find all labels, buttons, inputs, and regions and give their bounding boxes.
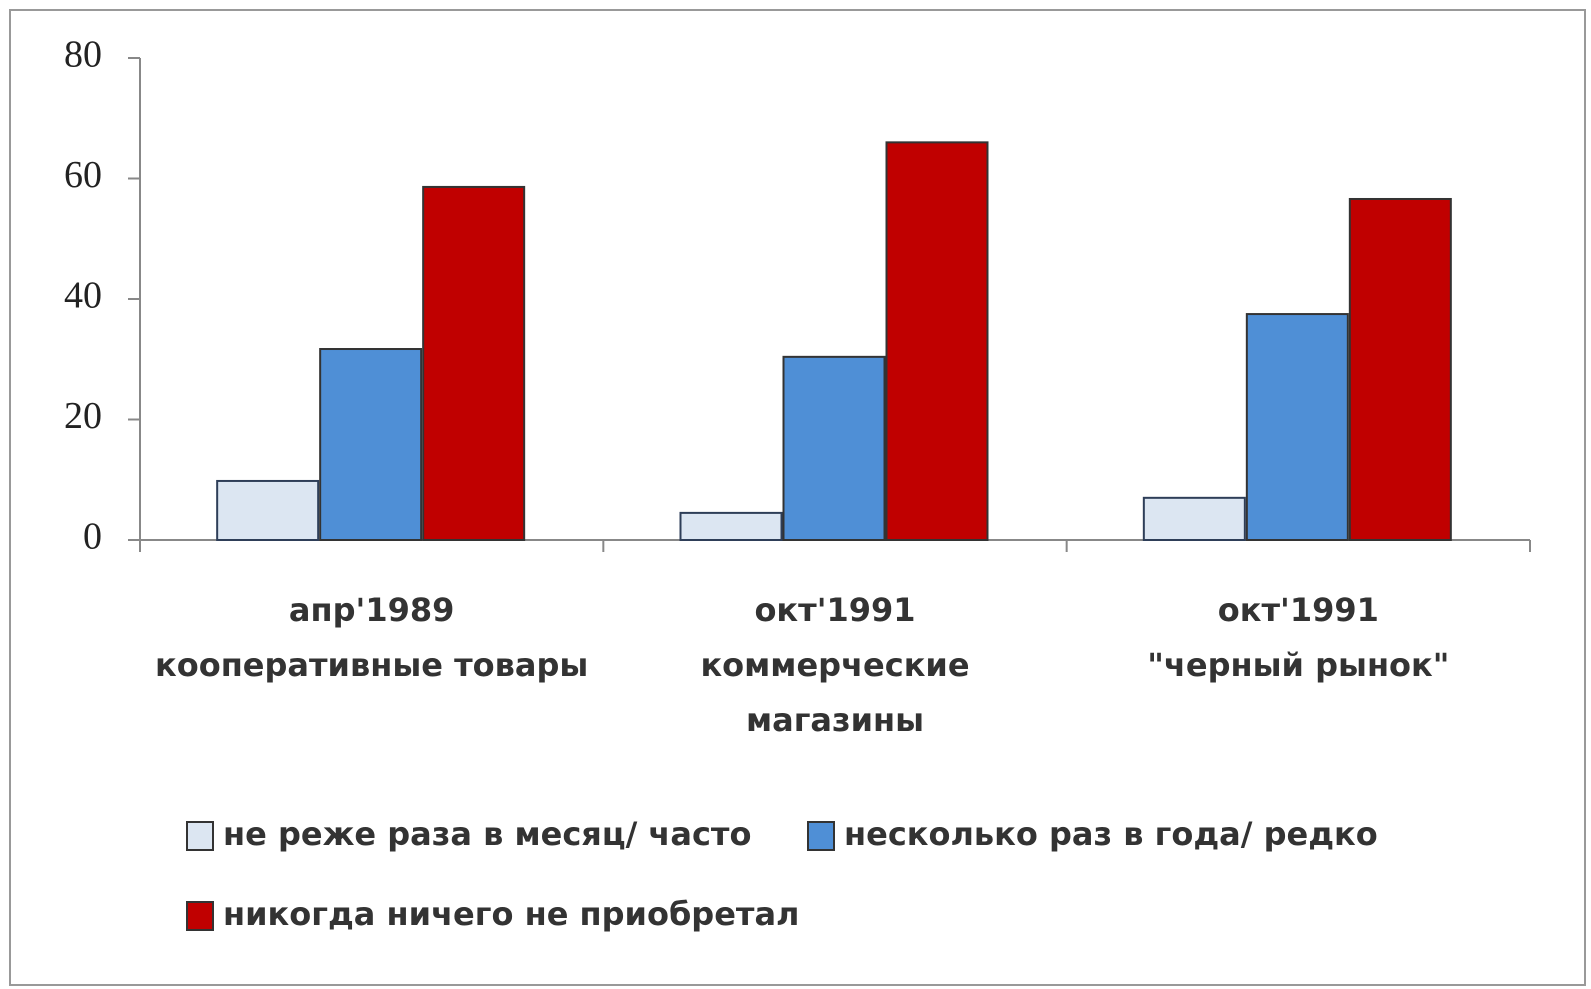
y-tick-label: 20 xyxy=(64,395,102,437)
bar xyxy=(422,185,526,541)
bar xyxy=(679,511,783,542)
legend-label: никогда ничего не приобретал xyxy=(223,895,799,933)
bar xyxy=(216,479,320,541)
y-tick-label: 0 xyxy=(83,516,102,558)
bar xyxy=(782,355,886,541)
bar xyxy=(1142,496,1246,542)
legend-swatch xyxy=(807,821,835,851)
y-tick-label: 60 xyxy=(64,154,102,196)
y-tick-label: 80 xyxy=(64,34,102,76)
bar xyxy=(1348,197,1452,542)
x-tick-label: окт'1991 xyxy=(1218,591,1379,629)
bar xyxy=(885,141,989,541)
legend-label: несколько раз в года/ редко xyxy=(844,815,1378,853)
x-tick-label: кооперативные товары xyxy=(155,646,588,684)
legend-swatch xyxy=(186,821,214,851)
legend-label: не реже раза в месяц/ часто xyxy=(223,815,751,853)
y-tick-label: 40 xyxy=(64,275,102,317)
legend-swatch xyxy=(186,901,214,931)
x-tick-label: окт'1991 xyxy=(754,591,915,629)
x-tick-label: магазины xyxy=(746,701,924,739)
x-tick-label: коммерческие xyxy=(700,646,969,684)
bar xyxy=(1245,313,1349,541)
bar xyxy=(319,348,423,541)
x-tick-label: "черный рынок" xyxy=(1147,646,1449,684)
x-tick-label: апр'1989 xyxy=(289,591,454,629)
